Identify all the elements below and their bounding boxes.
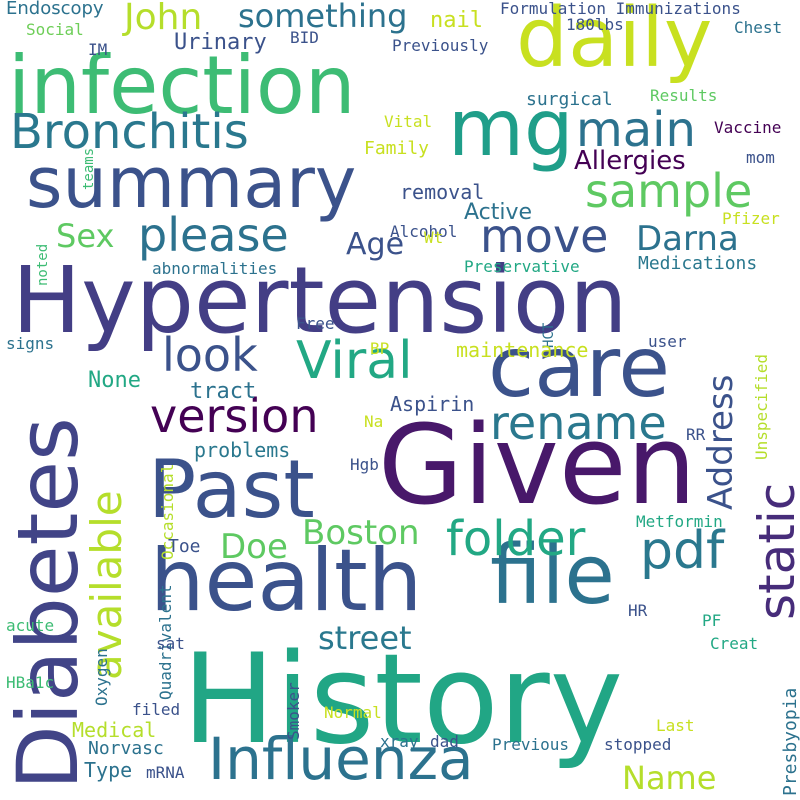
word-static: static [748,482,800,620]
word-oxygen: Oxygen [92,648,111,706]
word-name: Name [622,759,717,797]
word-rename: rename [490,396,667,450]
word-norvasc: Norvasc [88,738,164,759]
word-mom: mom [746,148,775,167]
word-something: something [238,0,408,35]
word-dad: dad [430,732,459,751]
word-viral: Viral [296,331,413,391]
word-abnormalities: abnormalities [152,259,278,278]
word-na: Na [364,412,384,431]
word-none: None [88,368,141,393]
word-vital: Vital [384,112,433,131]
word-180lbs: 180lbs [566,15,624,34]
word-rr: RR [686,425,706,444]
word-summary: summary [26,142,357,224]
word-aspirin: Aspirin [390,392,475,416]
word-health: health [150,531,423,631]
word-doe: Doe [220,527,288,567]
word-last: Last [656,716,695,735]
word-hgb: Hgb [350,455,379,474]
word-preservative: Preservative [464,257,580,276]
word-please: please [138,208,289,262]
word-darna: Darna [636,219,739,259]
word-vaccine: Vaccine [714,118,782,137]
word-influenza: Influenza [208,725,474,793]
word-john: John [124,0,203,38]
word-toe: Toe [168,536,201,557]
word-sat: sat [156,634,185,653]
word-file: file [490,528,615,623]
word-medications: Medications [638,253,758,274]
word-infection: infection [8,39,356,132]
word-stopped: stopped [604,735,672,754]
word-look: look [162,328,258,382]
word-previous: Previous [492,735,570,754]
word-street: street [318,619,412,657]
word-folder: folder [446,511,586,567]
word-history: History [182,628,624,772]
word-social: Social [26,20,84,39]
word-chest: Chest [734,18,783,37]
word-xray: xray [380,732,419,751]
word-results: Results [650,86,718,105]
word-past: Past [148,443,315,536]
word-care: care [488,318,671,416]
word-sample: sample [585,164,753,218]
word-mrna: mRNA [146,763,185,782]
word-user: user [648,332,687,351]
word-free: Free [296,314,335,333]
word-teams: teams [81,147,97,190]
word-im: IM [88,40,108,59]
word-problems: problems [194,438,291,462]
word-version: version [150,389,319,443]
word-pfizer: Pfizer [722,209,780,228]
word-maintenance: maintenance [456,338,589,362]
word-daily: daily [516,0,713,86]
word-surgical: surgical [526,89,613,110]
word-move: move [480,209,609,263]
word-presbyopia: Presbyopia [780,687,800,796]
word-main: main [576,102,696,158]
word-hba1c: HBa1c [6,673,55,692]
word-allergies: Allergies [574,146,686,176]
word-acute: acute [6,616,55,635]
word-formulation-immunizations: Formulation Immunizations [500,0,741,18]
word-age: Age [346,227,405,262]
word-noted: noted [35,243,51,286]
word-pf: PF [702,611,722,630]
word-smoker: Smoker [284,682,303,740]
word-hr: HR [628,601,648,620]
word-boston: Boston [302,513,420,553]
word-given: Given [378,401,697,529]
word-bid: BID [290,28,319,47]
word-metformin: Metformin [636,512,723,531]
word-normal: Normal [324,703,382,722]
word-bp: BP [370,339,390,358]
word-filed: filed [132,700,181,719]
word-sex: Sex [56,217,115,255]
word-signs: signs [6,334,55,353]
word-bronchitis: Bronchitis [10,104,249,160]
word-creat: Creat [710,634,759,653]
word-wt: Wt [424,228,444,247]
word-tract: tract [190,379,257,404]
word-urinary: Urinary [174,30,267,55]
word-alcohol: Alcohol [390,222,458,241]
word-active: Active [464,200,533,225]
word-endoscopy: Endoscopy [6,0,104,19]
word-unspecified: Unspecified [752,354,771,460]
word-medical: Medical [72,718,157,742]
word-previously: Previously [392,36,489,55]
word-address: Address [701,374,741,510]
word-family: Family [364,138,430,159]
word-removal: removal [400,180,485,204]
word-hypertension: Hypertension [12,247,628,354]
word-nail: nail [430,8,483,33]
word-type: Type [84,758,133,782]
word-pdf: pdf [640,521,725,581]
word-mg: mg [448,84,574,174]
